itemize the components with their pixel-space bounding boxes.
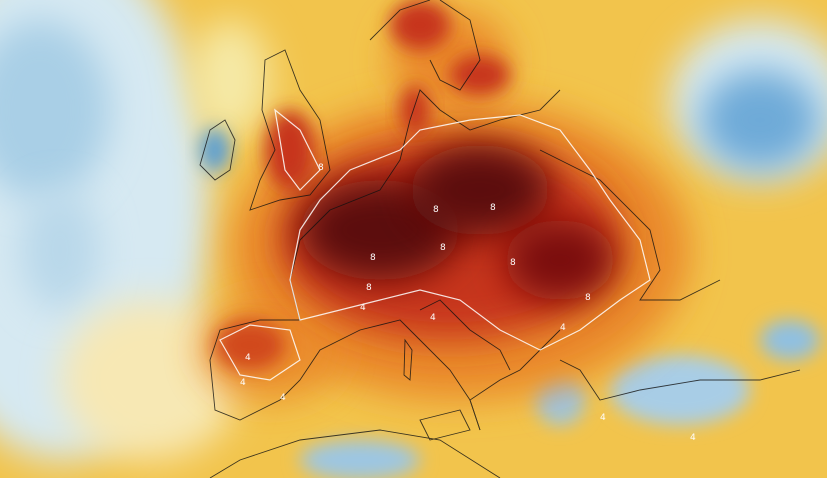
russia-cold-core bbox=[700, 70, 820, 170]
spain-hot bbox=[215, 320, 285, 370]
turkey-cold bbox=[610, 355, 750, 425]
balkans-extreme bbox=[505, 220, 615, 300]
contour-label: 4 bbox=[560, 323, 566, 333]
contour-label: 8 bbox=[510, 258, 516, 268]
north-africa-cold bbox=[300, 440, 420, 478]
contour-label: 8 bbox=[370, 253, 376, 263]
coastline bbox=[403, 338, 413, 381]
coastline bbox=[369, 0, 481, 91]
coastline bbox=[299, 89, 561, 241]
contour-lines bbox=[219, 108, 651, 381]
contour-label: 4 bbox=[360, 303, 366, 313]
coastline bbox=[419, 299, 511, 371]
contour-label: 8 bbox=[585, 293, 591, 303]
coastlines bbox=[199, 0, 801, 478]
atlantic-cold-core bbox=[0, 20, 110, 200]
contour-label: 4 bbox=[600, 413, 606, 423]
atlantic-cold-core bbox=[20, 190, 100, 310]
coastline bbox=[199, 119, 236, 181]
contour-label: 8 bbox=[433, 205, 439, 215]
contour-label: 4 bbox=[240, 378, 246, 388]
north-sea-mild bbox=[190, 20, 270, 140]
contour-line bbox=[219, 324, 301, 381]
contour-label: 4 bbox=[245, 353, 251, 363]
coastline bbox=[469, 329, 561, 431]
coastline bbox=[419, 409, 471, 441]
coastline bbox=[209, 239, 481, 431]
contour-line bbox=[289, 114, 651, 351]
contour-label: 8 bbox=[490, 203, 496, 213]
contour-label: 4 bbox=[280, 393, 286, 403]
contour-label: 8 bbox=[440, 243, 446, 253]
contour-line bbox=[274, 108, 321, 191]
coastline bbox=[539, 149, 721, 301]
norway-hot bbox=[390, 0, 450, 50]
britain-hot bbox=[265, 110, 315, 190]
coastline bbox=[209, 429, 501, 478]
coastline bbox=[249, 49, 331, 211]
contour-label: 4 bbox=[690, 433, 696, 443]
contour-label: 4 bbox=[430, 313, 436, 323]
denmark-hot bbox=[400, 85, 430, 135]
atlantic-mild-area bbox=[60, 300, 240, 460]
contour-label: 8 bbox=[366, 283, 372, 293]
coastline bbox=[559, 359, 801, 401]
germany-poland-extreme bbox=[410, 145, 550, 235]
caucasus-cold bbox=[760, 320, 820, 360]
sweden-hot bbox=[450, 55, 510, 95]
contour-label: 8 bbox=[318, 163, 324, 173]
